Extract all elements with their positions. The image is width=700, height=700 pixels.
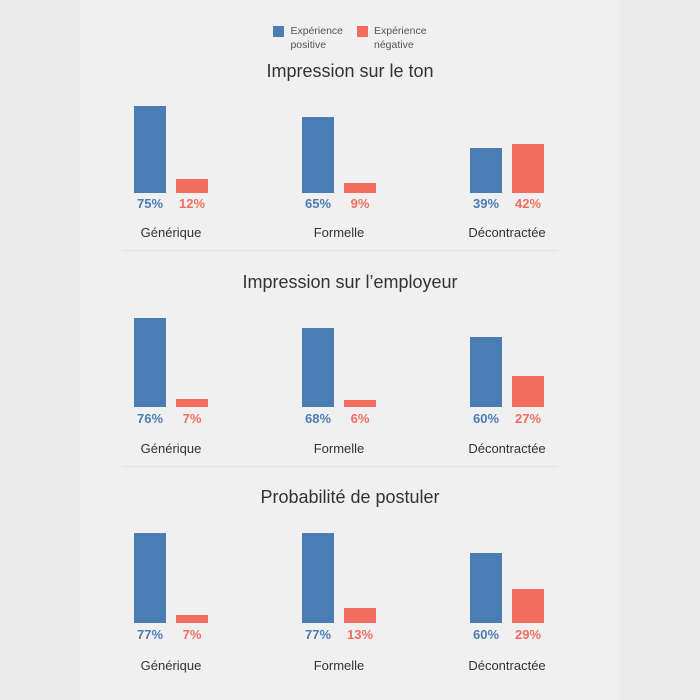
category-label: Formelle: [313, 658, 365, 673]
category-label: Décontractée: [468, 225, 546, 240]
bar-negative-1: [344, 400, 376, 407]
chart-card: [80, 0, 620, 700]
panel-title: Probabilité de postuler: [260, 487, 440, 507]
legend-label-positive-line2: positive: [290, 39, 327, 51]
bar-negative-2: [512, 375, 544, 407]
data-label: 6%: [350, 411, 370, 426]
bar-negative-1: [344, 607, 376, 623]
bar-positive-2: [470, 337, 502, 407]
legend-item-positive: Expérience positive: [273, 24, 343, 52]
bar-negative-1: [344, 182, 376, 193]
data-label: 77%: [136, 627, 164, 642]
data-label: 60%: [472, 411, 500, 426]
category-label: Formelle: [313, 225, 365, 240]
data-label: 9%: [350, 196, 370, 211]
bar-positive-2: [470, 147, 502, 193]
data-label: 42%: [514, 196, 542, 211]
legend: Expérience positive Expérience négative: [0, 24, 700, 52]
panel-divider: [122, 466, 558, 467]
bar-positive-0: [134, 105, 166, 193]
bar-positive-2: [470, 553, 502, 623]
data-label: 39%: [472, 196, 500, 211]
bar-positive-1: [302, 117, 334, 193]
data-label: 7%: [182, 627, 202, 642]
panel-divider: [122, 250, 558, 251]
category-label: Décontractée: [468, 441, 546, 456]
category-label: Formelle: [313, 441, 365, 456]
data-label: 76%: [136, 411, 164, 426]
data-label: 13%: [346, 627, 374, 642]
category-label: Générique: [140, 658, 202, 673]
data-label: 12%: [178, 196, 206, 211]
bar-positive-1: [302, 533, 334, 623]
legend-swatch-positive: [273, 26, 285, 37]
bar-negative-0: [176, 398, 208, 407]
data-label: 68%: [304, 411, 332, 426]
data-label: 77%: [304, 627, 332, 642]
panel-title: Impression sur le ton: [266, 61, 434, 81]
category-label: Générique: [140, 441, 202, 456]
data-label: 65%: [304, 196, 332, 211]
data-label: 7%: [182, 411, 202, 426]
data-label: 60%: [472, 627, 500, 642]
panel-title: Impression sur l’employeur: [242, 272, 458, 292]
bar-positive-0: [134, 318, 166, 407]
legend-swatch-negative: [357, 26, 368, 37]
data-label: 27%: [514, 411, 542, 426]
bar-positive-1: [302, 327, 334, 407]
bar-negative-2: [512, 144, 544, 193]
bar-positive-0: [134, 533, 166, 623]
legend-label-positive-line1: Expérience: [290, 25, 343, 37]
legend-label-negative-line2: négative: [374, 39, 414, 51]
data-label: 29%: [514, 627, 542, 642]
data-label: 75%: [136, 196, 164, 211]
category-label: Générique: [140, 225, 202, 240]
bar-negative-0: [176, 179, 208, 193]
legend-label-negative-line1: Expérience: [374, 25, 427, 37]
legend-item-negative: Expérience négative: [357, 24, 427, 52]
bar-negative-2: [512, 589, 544, 623]
category-label: Décontractée: [468, 658, 546, 673]
bar-negative-0: [176, 614, 208, 623]
